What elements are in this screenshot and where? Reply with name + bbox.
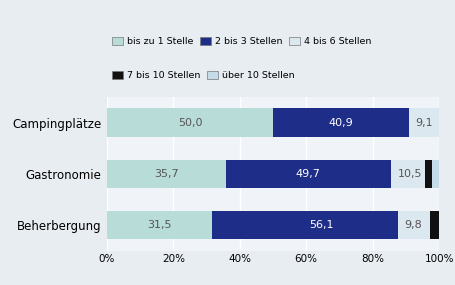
Bar (398, 211, 430, 239)
Text: 35,7: 35,7 (154, 169, 178, 179)
Text: 9,8: 9,8 (404, 220, 422, 230)
Legend: 7 bis 10 Stellen, über 10 Stellen: 7 bis 10 Stellen, über 10 Stellen (111, 71, 294, 80)
Bar (107, 211, 212, 239)
Text: 10,5: 10,5 (398, 169, 422, 179)
Bar (212, 211, 398, 239)
Bar (409, 108, 439, 137)
Bar (226, 160, 390, 188)
Bar (107, 108, 273, 137)
Text: 9,1: 9,1 (415, 117, 433, 128)
Bar (273, 108, 409, 137)
Text: 50,0: 50,0 (178, 117, 202, 128)
Text: 49,7: 49,7 (296, 169, 320, 179)
Text: 40,9: 40,9 (329, 117, 353, 128)
Bar (430, 211, 439, 239)
Text: 56,1: 56,1 (309, 220, 334, 230)
Text: 31,5: 31,5 (147, 220, 172, 230)
Bar (107, 160, 226, 188)
Bar (390, 160, 425, 188)
Bar (432, 160, 439, 188)
Bar (425, 160, 432, 188)
